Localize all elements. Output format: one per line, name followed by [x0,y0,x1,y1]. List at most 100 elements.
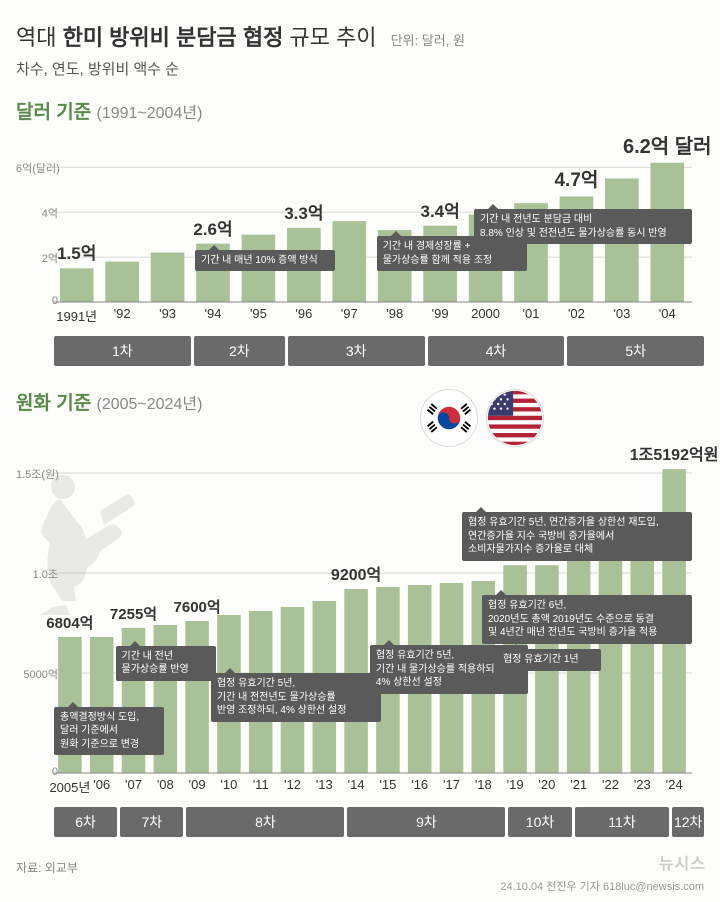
year-label: 2005년 [49,777,90,796]
year-label: '96 [295,306,312,321]
year-label: '03 [613,306,630,321]
bar [185,621,209,773]
bar [332,221,366,302]
year-label: '10 [220,777,237,792]
korea-flag-icon [420,389,478,447]
y-tick-label: 0 [16,295,58,307]
chart2-title-text: 원화 기준 [16,393,91,414]
year-label: '24 [666,777,683,792]
y-tick-label: 2억 [16,250,58,266]
annotation: 총액결정방식 도입, 달러 기준에서 원화 기준으로 변경 [54,707,164,756]
period-label: 3차 [288,336,425,366]
annotation: 협정 유효기간 5년, 기간 내 전전년도 물가상승률 반영 조정하되, 4% … [211,673,381,722]
chart1-title-text: 달러 기준 [16,102,91,123]
year-label: '15 [379,777,396,792]
chart1-range: (1991~2004년) [96,105,202,122]
won-chart: 05000억1.0조1.5조(원)6804억2005년'067255억'07'0… [16,427,704,797]
year-label: '99 [432,306,449,321]
period-label: 7차 [120,807,183,837]
chart2-title: 원화 기준 (2005~2024년) [16,388,704,415]
year-label: 2000 [471,306,500,321]
bar-value-label: 1.5억 [57,239,96,264]
year-label: '97 [341,306,358,321]
watermark: 뉴시스 [659,850,706,874]
title-bold: 한미 방위비 분담금 협정 [63,25,284,50]
bar-value-label: 1조5192억원 [630,441,719,465]
infographic-container: 역대 한미 방위비 분담금 협정 규모 추이 단위: 달러, 원 차수, 연도,… [0,0,720,902]
source-text: 자료: 외교부 [16,859,704,876]
chart2-range: (2005~2024년) [96,396,202,413]
year-label: '01 [523,306,540,321]
unit-label: 단위: 달러, 원 [391,33,465,48]
period-label: 8차 [186,807,344,837]
flags [420,389,544,447]
y-unit: 1.5조(원) [16,466,59,482]
chart1-title: 달러 기준 (1991~2004년) [16,97,704,124]
year-label: '06 [93,777,110,792]
period-label: 9차 [347,807,505,837]
bar [60,268,94,302]
year-label: 1991년 [56,306,97,325]
bar-value-label: 9200억 [331,561,381,585]
title-suffix: 규모 추이 [283,25,376,50]
bar [151,253,185,302]
period-label: 11차 [575,807,670,837]
annotation: 기간 내 전년 물가상승률 반영 [116,646,216,681]
year-label: '12 [284,777,301,792]
bar-value-label: 6804억 [46,612,93,633]
year-label: '95 [250,306,267,321]
year-label: '19 [507,777,524,792]
y-unit: 6억(달러) [16,160,60,176]
year-label: '93 [159,306,176,321]
year-label: '22 [602,777,619,792]
annotation: 협정 유효기간 1년 [497,649,601,671]
chart1-periods: 1차2차3차4차5차 [16,336,704,366]
year-label: '20 [538,777,555,792]
period-label: 2차 [194,336,285,366]
usa-flag-icon [486,389,544,447]
annotation: 기간 내 매년 10% 증액 방식 [195,250,335,272]
year-label: '21 [570,777,587,792]
period-label: 1차 [54,336,191,366]
bar-value-label: 4.7억 [554,165,598,192]
credit-text: 24.10.04 전진우 기자 618luc@newsis.com [16,878,704,894]
bar-value-label: 7255억 [110,603,157,624]
main-title: 역대 한미 방위비 분담금 협정 규모 추이 단위: 달러, 원 [16,20,704,52]
bar-value-label: 3.4억 [421,197,460,222]
subtitle: 차수, 연도, 방위비 액수 순 [16,58,704,79]
chart2-periods: 6차7차8차9차10차11차12차 [16,807,704,837]
period-label: 4차 [428,336,565,366]
bar-value-label: 3.3억 [284,199,323,224]
year-label: '16 [411,777,428,792]
period-label: 5차 [567,336,704,366]
bar-value-label: 2.6억 [193,215,232,240]
period-label: 6차 [54,807,117,837]
year-label: '98 [386,306,403,321]
bar-value-label: 6.2억 달러 [623,130,712,159]
year-label: '02 [568,306,585,321]
dollar-chart: 0 2억 4억 6억(달러) 1.5억 1991년 '92 '93 2.6억 '94 '95 3.3억… [16,136,704,326]
year-label: '17 [443,777,460,792]
year-label: '13 [316,777,333,792]
year-label: '94 [205,306,222,321]
period-label: 12차 [672,807,704,837]
bar [599,525,623,773]
annotation: 협정 유효기간 5년, 연간증가율 상한선 재도입, 연간증가율 지수 국방비 … [462,512,692,561]
year-label: '07 [125,777,142,792]
year-label: '09 [189,777,206,792]
annotation: 협정 유효기간 6년, 2020년도 총액 2019년도 수준으로 동결 및 4… [482,595,692,644]
title-prefix: 역대 [16,25,63,50]
year-label: '18 [475,777,492,792]
year-label: '92 [114,306,131,321]
y-tick-label: 5000억 [16,666,58,682]
bar-value-label: 7600억 [174,596,221,617]
annotation: 기간 내 전년도 분담금 대비 8.8% 인상 및 전전년도 물가상승률 동시 … [474,209,692,244]
year-label: '23 [634,777,651,792]
bar [105,262,139,302]
y-tick-label: 4억 [16,205,58,221]
year-label: '11 [253,777,269,792]
period-label: 10차 [508,807,571,837]
year-label: '04 [659,306,676,321]
year-label: '08 [157,777,174,792]
year-label: '14 [348,777,365,792]
